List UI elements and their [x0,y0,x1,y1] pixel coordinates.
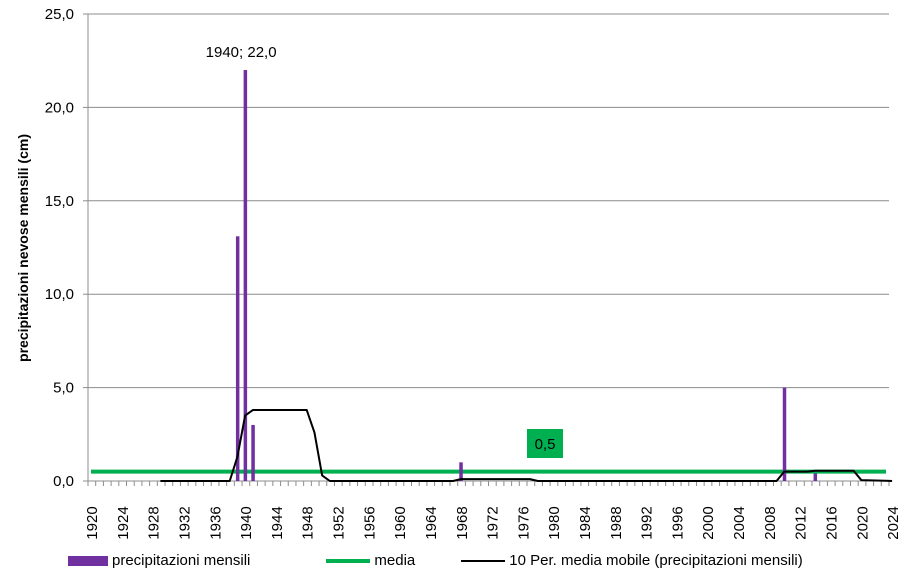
svg-text:1944: 1944 [269,506,286,539]
svg-text:1952: 1952 [331,506,348,539]
svg-text:2016: 2016 [823,506,840,539]
svg-text:1960: 1960 [392,506,409,539]
legend-item-media: media [326,552,415,569]
bar-series [235,70,818,481]
svg-text:1924: 1924 [115,506,132,539]
legend-item-bars: precipitazioni mensili [68,552,250,569]
svg-text:1964: 1964 [423,506,440,539]
bar [782,387,787,481]
svg-text:2004: 2004 [731,506,748,539]
svg-text:1992: 1992 [639,506,656,539]
svg-text:1956: 1956 [361,506,378,539]
svg-text:1972: 1972 [485,506,502,539]
gridlines [88,13,889,389]
bar [251,424,255,481]
svg-text:15,0: 15,0 [45,193,74,210]
svg-text:2000: 2000 [700,506,717,539]
svg-text:1996: 1996 [669,506,686,539]
legend-label: 10 Per. media mobile (precipitazioni men… [509,552,803,569]
legend-item-moving-average: 10 Per. media mobile (precipitazioni men… [461,552,803,569]
svg-text:5,0: 5,0 [53,380,74,397]
svg-text:1920: 1920 [84,506,101,539]
svg-text:2024: 2024 [885,506,902,539]
data-label-peak: 1940; 22,0 [206,44,277,61]
svg-text:1928: 1928 [146,506,163,539]
svg-text:2012: 2012 [793,506,810,539]
svg-text:1940: 1940 [238,506,255,539]
legend-swatch-line [461,559,506,562]
legend-label: media [374,552,416,569]
bar [235,236,240,481]
media-label-box [527,429,563,458]
svg-text:25,0: 25,0 [45,6,74,23]
moving-average-line [160,409,893,482]
svg-text:2008: 2008 [762,506,779,539]
svg-text:1948: 1948 [300,506,317,539]
svg-text:1988: 1988 [608,506,625,539]
svg-text:2020: 2020 [854,506,871,539]
legend-label: precipitazioni mensili [112,552,251,569]
svg-text:1936: 1936 [207,506,224,539]
svg-text:10,0: 10,0 [45,286,74,303]
y-axis: 0,0 5,0 10,0 15,0 20,0 25,0 [45,6,89,490]
annotations: 1940; 22,0 0,5 [206,44,563,458]
bar [459,462,463,481]
svg-text:0,0: 0,0 [53,473,74,490]
legend-swatch-line [326,558,371,563]
x-axis: 1920 1924 1928 1932 1936 1940 1944 1948 1952 1956… [83,480,902,540]
svg-text:20,0: 20,0 [45,99,74,116]
svg-text:1984: 1984 [577,506,594,539]
y-axis-title: precipitazioni nevose mensili (cm) [15,134,31,362]
svg-text:1932: 1932 [177,506,194,539]
svg-text:1976: 1976 [515,506,532,539]
legend: precipitazioni mensili media 10 Per. med… [68,552,849,569]
legend-swatch-bar [68,555,108,566]
media-label: 0,5 [535,436,556,453]
bar [813,473,818,481]
bar [243,70,248,481]
svg-text:1968: 1968 [454,506,471,539]
svg-text:1980: 1980 [546,506,563,539]
